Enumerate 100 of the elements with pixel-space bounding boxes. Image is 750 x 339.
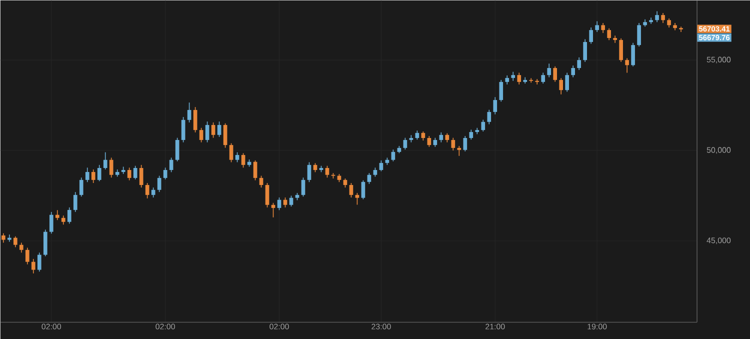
candlestick [163, 167, 168, 180]
candlestick [133, 165, 138, 180]
candlestick [43, 229, 48, 257]
candlestick [379, 160, 384, 172]
candlestick [157, 175, 162, 192]
candlestick [595, 20, 599, 32]
candlestick [649, 17, 653, 24]
candlestick [619, 38, 623, 62]
candlestick [661, 12, 665, 24]
candlestick [487, 109, 492, 125]
candlestick [451, 137, 456, 151]
candlestick [463, 135, 468, 152]
candlestick [667, 18, 671, 28]
candlestick [637, 22, 641, 47]
candlestick [565, 72, 570, 92]
candlestick [199, 127, 204, 143]
candlestick [493, 96, 498, 115]
candlestick [19, 242, 24, 253]
candlestick [301, 177, 306, 197]
candlestick [187, 102, 192, 123]
candlestick [37, 252, 42, 272]
candlestick [517, 72, 522, 85]
candlestick [361, 180, 366, 200]
candlestick [499, 79, 504, 102]
candlestick [211, 122, 216, 138]
candlestick [307, 162, 312, 182]
candlestick [535, 78, 540, 85]
candlestick [25, 247, 30, 265]
candlestick [193, 106, 198, 133]
candlestick [259, 175, 264, 188]
candlestick [343, 178, 348, 188]
candlestick [457, 145, 462, 156]
candlestick [265, 182, 270, 208]
candlestick [583, 38, 587, 62]
candlestick [349, 182, 354, 198]
candlestick [481, 119, 486, 132]
candlestick [139, 164, 144, 188]
candlestick [49, 211, 54, 234]
candlestick [655, 10, 659, 22]
candlestick [61, 215, 66, 225]
candlestick [175, 137, 180, 162]
candlestick [571, 64, 576, 78]
candlestick [277, 196, 282, 210]
candlestick [55, 210, 60, 220]
candlestick [601, 22, 605, 34]
candlestick [391, 149, 396, 162]
candlestick [253, 160, 258, 181]
candlestick [313, 162, 318, 172]
candlestick [205, 121, 210, 143]
candlestick [427, 135, 432, 148]
candlestick [235, 152, 240, 163]
candlestick [403, 137, 408, 150]
candlestick [529, 78, 534, 83]
candlestick [613, 35, 617, 44]
candlestick [31, 258, 36, 274]
candlestick [547, 63, 552, 78]
candlestick [229, 142, 234, 163]
candlestick [577, 56, 581, 70]
candlestick [523, 76, 528, 84]
candlestick [109, 157, 114, 178]
candlestick [433, 137, 438, 148]
candlestick [289, 195, 294, 207]
candlestick [103, 152, 108, 170]
candlestick [169, 157, 174, 172]
candlestick [73, 192, 78, 212]
candlestick [97, 164, 102, 182]
candlestick [373, 167, 378, 177]
candlestick [367, 172, 372, 184]
candlestick [445, 132, 450, 143]
candlestick [415, 130, 420, 140]
candlestick [559, 78, 564, 95]
candlestick [127, 167, 132, 181]
candlestick [439, 132, 444, 143]
candlestick [355, 192, 360, 205]
candlestick [1, 232, 6, 243]
candlestick [553, 66, 558, 82]
candlestick [85, 167, 90, 182]
candlestick [325, 165, 330, 178]
candlestick [223, 122, 228, 148]
candlestick [13, 236, 18, 248]
candlestick [145, 182, 150, 199]
candlestick [217, 121, 222, 138]
candlestick [625, 58, 629, 74]
candlestick [505, 74, 510, 85]
candlestick [91, 168, 96, 184]
candlestick [151, 187, 156, 198]
candlestick [181, 116, 186, 143]
candlestick [631, 42, 635, 67]
candlestick [7, 234, 12, 242]
candlestick [589, 27, 593, 44]
candlestick [541, 72, 546, 84]
candlestick [241, 152, 246, 168]
candlestick [607, 28, 611, 40]
candlestick [283, 196, 288, 208]
candlestick [469, 129, 474, 140]
candlestick [421, 130, 426, 141]
candlestick [79, 177, 84, 197]
candlestick [511, 71, 516, 82]
candlestick [679, 26, 683, 32]
candlestick [67, 206, 72, 224]
